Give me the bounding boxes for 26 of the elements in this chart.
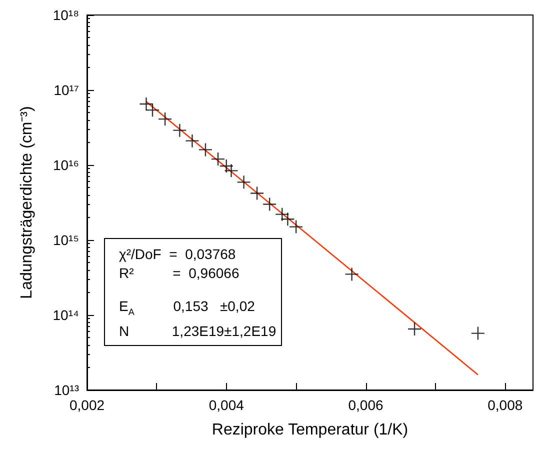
y-tick-label: 10¹⁸ — [52, 7, 80, 23]
y-tick-label: 10¹⁵ — [52, 232, 79, 248]
y-axis-title: Ladungsträgerdichte (cm⁻³) — [18, 106, 36, 299]
point — [198, 142, 213, 157]
point — [250, 186, 264, 200]
point — [236, 175, 251, 190]
x-tick-label: 0,004 — [208, 397, 244, 413]
x-axis-title: Reziproke Temperatur (1/K) — [212, 422, 408, 438]
y-tick-label: 10¹⁷ — [54, 82, 79, 98]
point — [407, 322, 422, 336]
point — [344, 267, 359, 282]
point — [158, 112, 172, 126]
y-tick-label: 10¹⁶ — [53, 157, 79, 173]
point — [262, 197, 277, 212]
x-tick-label: 0,006 — [348, 397, 384, 413]
point — [470, 326, 486, 340]
annotation: N 1,23E19±1,2E19 — [119, 322, 278, 341]
text: E$_{A}$ 0,153 ±0,02 — [119, 298, 255, 317]
y-tick-label: 10¹³ — [54, 382, 80, 398]
point — [172, 123, 187, 138]
x-tick-label: 0,002 — [69, 397, 105, 413]
annotation: R² = 0,96066 — [119, 264, 240, 283]
x-tick-label: 0,008 — [488, 397, 523, 413]
point — [185, 134, 200, 148]
annotation: χ²/DoF = 0,03768 — [119, 245, 237, 264]
y-tick-label: 10¹⁴ — [52, 307, 79, 323]
